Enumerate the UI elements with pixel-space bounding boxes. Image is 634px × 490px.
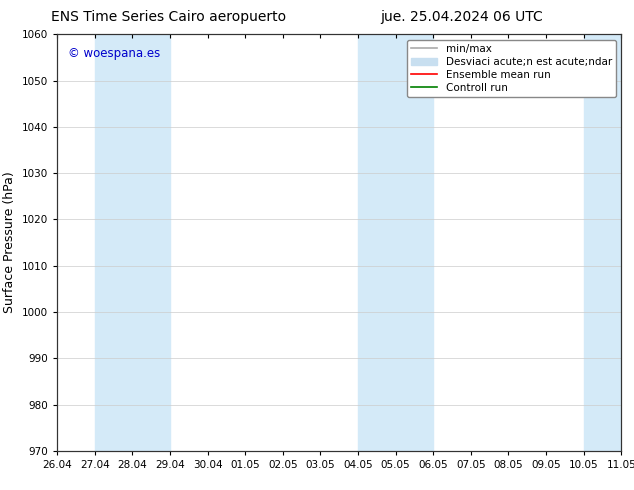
Bar	[358, 34, 433, 451]
Text: © woespana.es: © woespana.es	[68, 47, 160, 60]
Legend: min/max, Desviaci acute;n est acute;ndar, Ensemble mean run, Controll run: min/max, Desviaci acute;n est acute;ndar…	[407, 40, 616, 97]
Bar	[94, 34, 170, 451]
Text: jue. 25.04.2024 06 UTC: jue. 25.04.2024 06 UTC	[380, 10, 543, 24]
Text: ENS Time Series Cairo aeropuerto: ENS Time Series Cairo aeropuerto	[51, 10, 286, 24]
Bar	[584, 34, 621, 451]
Y-axis label: Surface Pressure (hPa): Surface Pressure (hPa)	[3, 172, 16, 314]
